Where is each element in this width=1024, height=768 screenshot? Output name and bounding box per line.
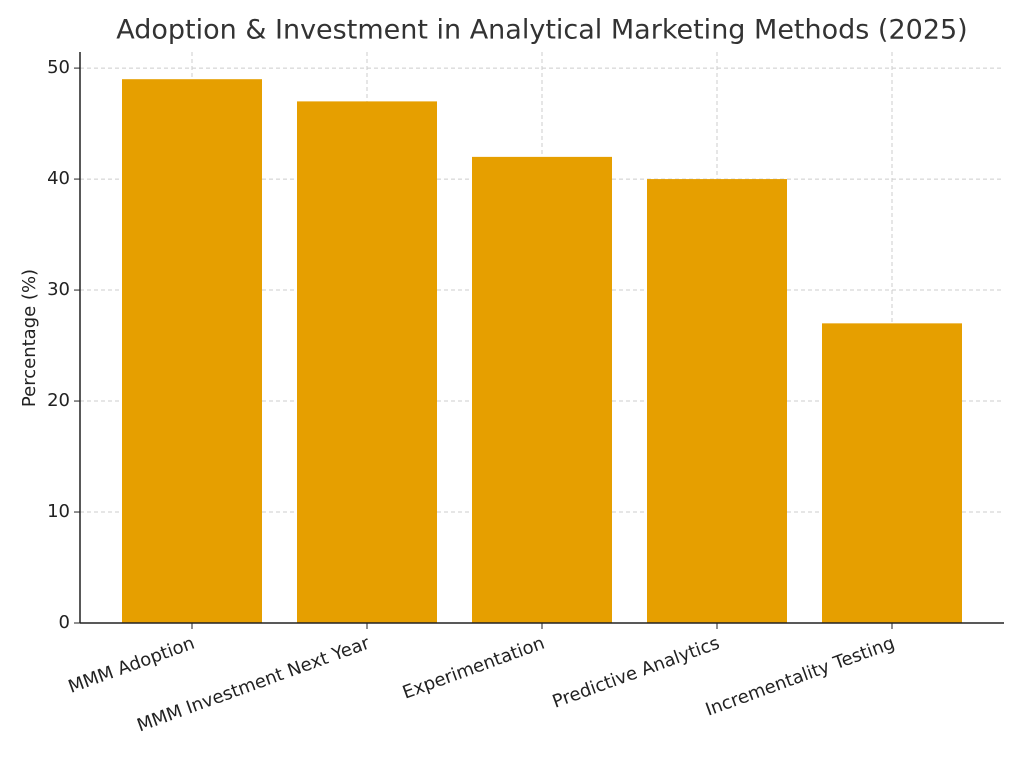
bar bbox=[297, 101, 437, 623]
x-tick-label: Experimentation bbox=[400, 633, 548, 704]
y-tick-label: 20 bbox=[47, 390, 70, 411]
bar bbox=[822, 323, 962, 623]
chart-title: Adoption & Investment in Analytical Mark… bbox=[116, 15, 967, 46]
y-axis-label: Percentage (%) bbox=[19, 269, 40, 407]
y-tick-label: 30 bbox=[47, 279, 70, 300]
x-tick-label: Incrementality Testing bbox=[703, 633, 898, 721]
bar bbox=[122, 79, 262, 623]
y-tick-label: 0 bbox=[59, 612, 70, 633]
y-tick-label: 50 bbox=[47, 57, 70, 78]
x-tick-label: Predictive Analytics bbox=[550, 633, 723, 713]
y-tick-label: 10 bbox=[47, 501, 70, 522]
x-tick-label: MMM Adoption bbox=[66, 633, 198, 698]
bar bbox=[472, 156, 612, 623]
y-tick-label: 40 bbox=[47, 168, 70, 189]
bar bbox=[647, 179, 787, 623]
